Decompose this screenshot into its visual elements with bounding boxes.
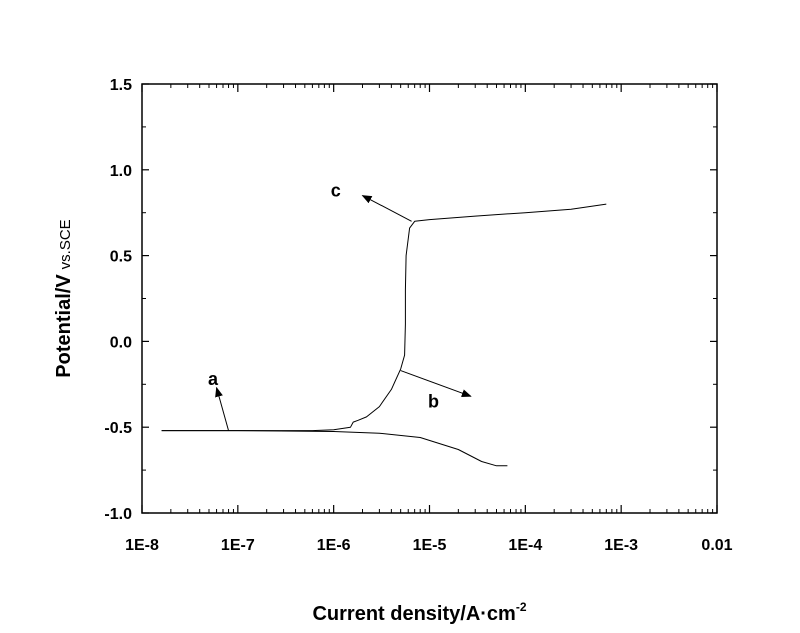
y-tick-label: -0.5 [104,420,132,437]
annotation-label-c: c [331,180,341,200]
series-line-cathodic [161,430,508,467]
x-tick-label: 1E-6 [317,537,351,554]
y-axis-title-main: Potential/V [53,274,75,378]
y-tick-label: 0.0 [110,334,132,351]
x-axis-title-main: Current density/A·cm [312,603,515,625]
x-axis-title: Current density/A·cm-2 [312,600,526,625]
series-line-anodic [161,203,607,432]
y-tick-label: 0.5 [110,249,132,266]
annotation-layer: a b c [208,180,472,431]
annotation-arrow-c [361,195,412,222]
plot-frame [141,83,718,514]
annotation-label-b: b [428,391,439,411]
x-tick-label: 0.01 [701,537,732,554]
x-axis-ticks: 1E-8 1E-7 1E-6 1E-5 1E-4 1E-3 0.01 [125,84,733,554]
y-axis-ticks: 1.5 1.0 0.5 0.0 -0.5 -1.0 [104,77,717,523]
x-tick-label: 1E-4 [508,537,542,554]
x-axis-title-superscript: -2 [516,600,527,614]
series-layer [161,203,607,467]
x-tick-label: 1E-8 [125,537,159,554]
x-tick-label: 1E-3 [604,537,638,554]
annotation-arrow-a [215,386,230,431]
y-axis-title: Potential/V vs.SCE [53,219,75,377]
y-tick-label: 1.0 [110,163,132,180]
annotation-label-a: a [208,369,219,389]
annotation-arrow-b [400,370,472,397]
y-tick-label: 1.5 [110,77,132,94]
x-tick-label: 1E-5 [413,537,447,554]
y-axis-title-suffix: vs.SCE [57,219,74,269]
x-tick-label: 1E-7 [221,537,255,554]
y-tick-label: -1.0 [104,506,132,523]
